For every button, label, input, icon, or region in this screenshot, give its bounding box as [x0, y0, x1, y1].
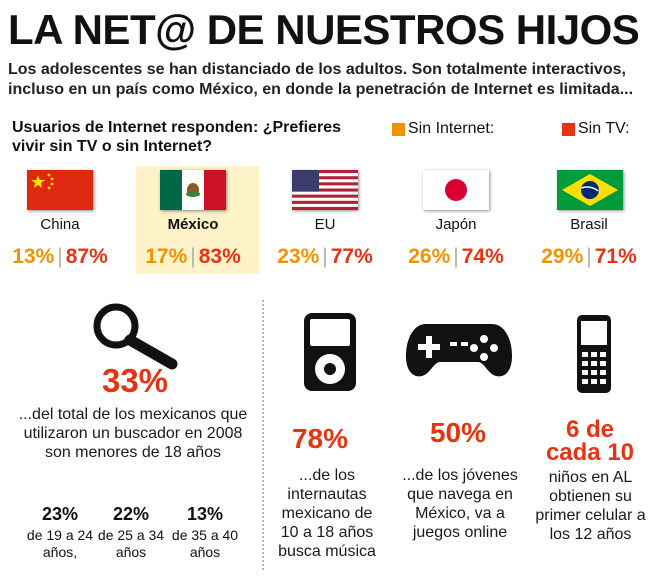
sin-internet-value: 17% [145, 245, 188, 268]
sin-tv-value: 87% [65, 245, 108, 268]
sin-tv-value: 71% [594, 245, 637, 268]
legend-label-sin-internet: Sin Internet: [408, 120, 495, 137]
brazil-flag-icon [557, 170, 623, 210]
gamepad-icon [404, 318, 514, 385]
magnifier-icon [92, 300, 182, 375]
age-breakdown-value: 23% [41, 504, 79, 524]
legend-label-sin-tv: Sin TV: [578, 120, 630, 137]
sin-internet-value: 26% [408, 245, 451, 268]
sin-tv-value: 83% [198, 245, 241, 268]
stat-games-value: 50% [429, 417, 487, 448]
stat-music-text: ...de los internautas mexicano de 10 a 1… [278, 467, 376, 560]
stat-search-value: 33% [101, 362, 169, 399]
mexico-flag-icon [160, 170, 226, 210]
age-breakdown-item: 22% de 25 a 34 años [91, 504, 171, 561]
sin-tv-value: 77% [330, 245, 373, 268]
legend-sin-tv: Sin TV: [562, 120, 630, 138]
age-breakdown-item: 23% de 19 a 24 años, [20, 504, 100, 561]
stat-music-value: 78% [291, 423, 349, 454]
stat-games-text: ...de los jóvenes que navega en México, … [402, 467, 518, 541]
china-flag-icon [27, 170, 93, 210]
country-values: 13% | 87% [12, 245, 108, 268]
country-name: EU [314, 216, 336, 233]
age-breakdown-item: 13% de 35 a 40 años [165, 504, 245, 561]
legend-sin-internet: Sin Internet: [392, 120, 494, 138]
legend-swatch-orange [392, 122, 405, 136]
legend-swatch-red [562, 122, 575, 136]
sin-tv-value: 74% [461, 245, 504, 268]
country-name: China [40, 216, 80, 233]
age-breakdown-label: de 25 a 34 años [97, 527, 165, 560]
country-values: 17% | 83% [145, 245, 241, 268]
age-breakdown-value: 22% [112, 504, 150, 524]
stat-search-text: ...del total de los mexicanos que utiliz… [18, 406, 248, 461]
stat-phones-text: niños en AL obtienen su primer celular a… [535, 469, 646, 543]
japan-flag-icon [423, 170, 489, 210]
country-values: 29% | 71% [541, 245, 637, 268]
age-breakdown-label: de 19 a 24 años, [26, 527, 94, 560]
country-name: México [167, 216, 219, 233]
age-breakdown-value: 13% [186, 504, 224, 524]
sin-internet-value: 23% [277, 245, 320, 268]
section-divider [262, 300, 264, 570]
usa-flag-icon [292, 170, 358, 210]
mobile-phone-icon [576, 314, 612, 399]
sin-internet-value: 13% [12, 245, 55, 268]
stat-phones-value: 6 de cada 10 [545, 416, 635, 466]
country-values: 26% | 74% [408, 245, 504, 268]
sin-internet-value: 29% [541, 245, 584, 268]
page-subtitle: Los adolescentes se han distanciado de l… [8, 61, 634, 98]
music-player-icon [303, 312, 357, 397]
page-title: LA NET@ DE NUESTROS HIJOS [8, 6, 640, 53]
survey-question: Usuarios de Internet responden: ¿Prefier… [12, 119, 341, 155]
age-breakdown-label: de 35 a 40 años [171, 527, 239, 560]
country-values: 23% | 77% [277, 245, 373, 268]
country-name: Brasil [570, 216, 608, 233]
country-name: Japón [435, 216, 477, 233]
